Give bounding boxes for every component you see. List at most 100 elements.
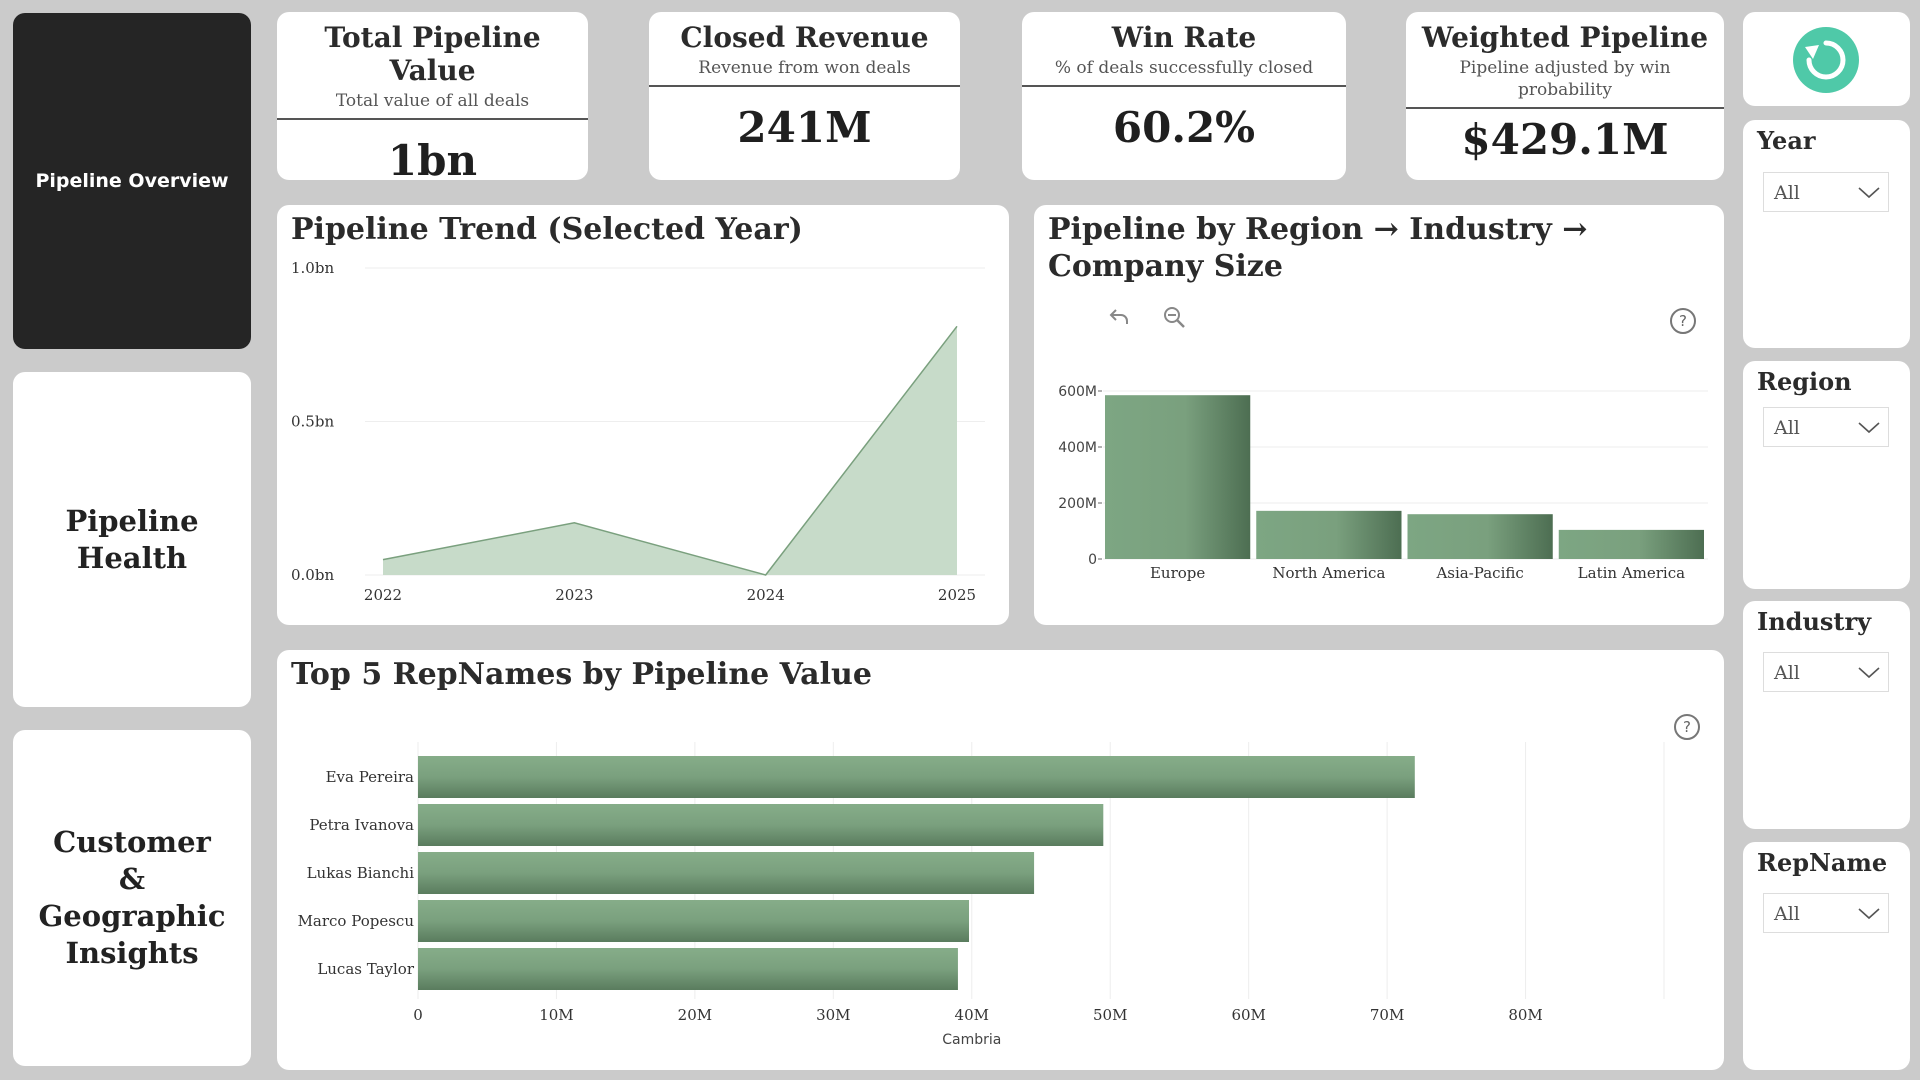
top-reps-card: Top 5 RepNames by Pipeline Value ? 0 10M 2… <box>277 650 1724 1070</box>
slicer-industry: Industry All <box>1743 601 1910 829</box>
slicer-label: Region <box>1757 367 1852 396</box>
nav-pipeline-overview[interactable]: Pipeline Overview <box>13 13 251 349</box>
chevron-down-icon <box>1858 422 1880 434</box>
y-tick-label: 0 <box>1088 552 1097 568</box>
help-icon[interactable]: ? <box>1674 714 1700 740</box>
top-reps-chart: 0 10M 20M 30M 40M 50M 60M 70M 80M Eva Pereira Petr… <box>298 742 1665 1048</box>
drill-up-icon[interactable] <box>1108 305 1130 331</box>
slicer-region: Region All <box>1743 361 1910 589</box>
kpi-card-total-pipeline: Total Pipeline Value Total value of all … <box>277 12 588 185</box>
chevron-down-icon <box>1858 187 1880 199</box>
x-tick-label: 40M <box>955 1006 989 1024</box>
kpi-divider <box>277 118 588 120</box>
industry-dropdown[interactable]: All <box>1763 652 1889 692</box>
y-tick-label: 0.5bn <box>291 413 334 431</box>
chart-title: Pipeline by Region → Industry → Company … <box>1048 212 1588 284</box>
slicer-label: RepName <box>1757 848 1888 877</box>
y-tick-label: Petra Ivanova <box>309 816 414 834</box>
pipeline-trend-chart: 0.0bn 0.5bn 1.0bn 2022 2023 2024 2025 <box>291 259 985 604</box>
x-tick-label: Latin America <box>1578 564 1685 582</box>
help-icon[interactable]: ? <box>1670 308 1696 334</box>
x-tick-label: North America <box>1272 564 1385 582</box>
chart-title: Pipeline Trend (Selected Year) <box>291 212 803 247</box>
year-dropdown[interactable]: All <box>1763 172 1889 212</box>
kpi-card-weighted-pipeline: Weighted Pipeline Pipeline adjusted by w… <box>1406 12 1724 180</box>
slicer-label: Year <box>1757 126 1816 155</box>
x-tick-label: Europe <box>1150 564 1205 582</box>
y-tick-label: Lucas Taylor <box>317 960 415 978</box>
x-tick-label: 20M <box>678 1006 712 1024</box>
x-tick-label: 2023 <box>555 586 593 604</box>
kpi-divider <box>1022 85 1346 87</box>
nav-label: Customer & Geographic Insights <box>38 825 226 970</box>
area-line <box>382 325 958 576</box>
y-tick-label: Lukas Bianchi <box>307 864 415 882</box>
slicer-label: Industry <box>1757 607 1872 636</box>
chevron-down-icon <box>1858 667 1880 679</box>
kpi-subtitle: Pipeline adjusted by win probability <box>1459 58 1671 100</box>
kpi-value: 241M <box>737 103 872 152</box>
x-tick-label: 80M <box>1508 1006 1542 1024</box>
kpi-title: Total Pipeline Value <box>324 21 541 87</box>
x-tick-label: 50M <box>1093 1006 1127 1024</box>
slicer-repname: RepName All <box>1743 842 1910 1070</box>
kpi-card-win-rate: Win Rate % of deals successfully closed … <box>1022 12 1346 180</box>
refresh-icon[interactable] <box>1793 27 1859 93</box>
x-tick-label: Asia-Pacific <box>1435 564 1523 582</box>
kpi-value: 60.2% <box>1112 103 1256 152</box>
y-tick-label: 600M <box>1058 384 1097 400</box>
chevron-down-icon <box>1858 908 1880 920</box>
repname-dropdown[interactable]: All <box>1763 893 1889 933</box>
kpi-divider <box>1406 107 1724 109</box>
bar <box>1558 529 1704 559</box>
slicer-year: Year All <box>1743 120 1910 348</box>
bar <box>1407 514 1553 559</box>
zoom-out-icon[interactable] <box>1162 305 1186 333</box>
dropdown-value: All <box>1774 417 1800 439</box>
y-tick-label: Eva Pereira <box>326 768 414 786</box>
bar <box>418 756 1415 798</box>
x-tick-label: 70M <box>1370 1006 1404 1024</box>
x-tick-label: 2025 <box>938 586 976 604</box>
kpi-subtitle: Total value of all deals <box>335 91 530 111</box>
bar <box>418 852 1035 894</box>
dropdown-value: All <box>1774 182 1800 204</box>
kpi-title: Win Rate <box>1111 21 1257 54</box>
y-tick-label: Marco Popescu <box>298 912 415 930</box>
nav-label: Pipeline Overview <box>35 170 229 192</box>
y-tick-label: 400M <box>1058 440 1097 456</box>
x-tick-label: 60M <box>1231 1006 1265 1024</box>
x-tick-label: 2022 <box>364 586 402 604</box>
bar <box>418 900 970 942</box>
dropdown-value: All <box>1774 903 1800 925</box>
x-axis-label: Cambria <box>942 1032 1001 1048</box>
bar <box>418 948 958 990</box>
pipeline-by-region-card: Pipeline by Region → Industry → Company … <box>1034 205 1724 625</box>
x-tick-label: 10M <box>539 1006 573 1024</box>
x-tick-label: 30M <box>816 1006 850 1024</box>
nav-pipeline-health[interactable]: Pipeline Health <box>13 372 251 707</box>
kpi-value: 1bn <box>387 136 478 185</box>
kpi-title: Closed Revenue <box>680 21 929 54</box>
x-tick-label: 2024 <box>747 586 785 604</box>
region-dropdown[interactable]: All <box>1763 407 1889 447</box>
y-tick-label: 1.0bn <box>291 259 334 277</box>
bar <box>418 804 1104 846</box>
dropdown-value: All <box>1774 662 1800 684</box>
pipeline-trend-card: Pipeline Trend (Selected Year) 0.0bn 0.5b… <box>277 205 1009 625</box>
x-tick-label: 0 <box>413 1006 423 1024</box>
kpi-subtitle: Revenue from won deals <box>698 58 911 78</box>
refresh-card <box>1743 12 1910 106</box>
chart-title: Top 5 RepNames by Pipeline Value <box>291 657 872 692</box>
kpi-divider <box>649 85 960 87</box>
kpi-card-closed-revenue: Closed Revenue Revenue from won deals 24… <box>649 12 960 180</box>
bar <box>1256 510 1402 559</box>
pipeline-by-region-chart: 0 200M 400M 600M Europe North America Asia-Pac… <box>1058 384 1708 582</box>
kpi-value: $429.1M <box>1461 115 1669 164</box>
kpi-subtitle: % of deals successfully closed <box>1054 58 1314 78</box>
bar <box>1105 395 1251 559</box>
nav-customer-geographic-insights[interactable]: Customer & Geographic Insights <box>13 730 251 1066</box>
y-tick-label: 200M <box>1058 496 1097 512</box>
kpi-title: Weighted Pipeline <box>1421 21 1709 54</box>
y-tick-label: 0.0bn <box>291 566 334 584</box>
